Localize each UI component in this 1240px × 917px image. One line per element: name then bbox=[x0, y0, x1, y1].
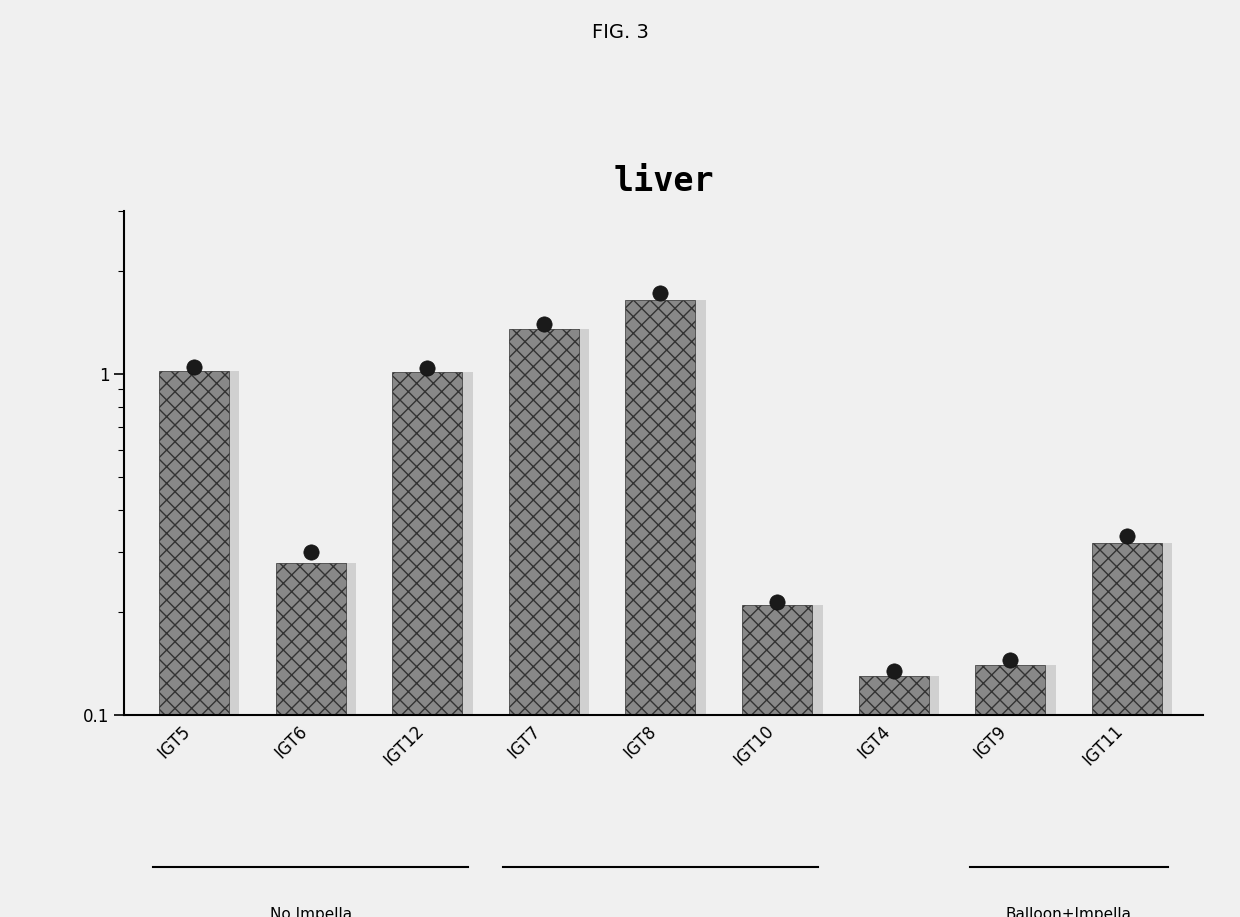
Bar bbox=[392, 372, 463, 917]
Bar bbox=[743, 605, 822, 917]
Bar bbox=[742, 605, 812, 917]
Bar bbox=[393, 372, 472, 917]
Bar bbox=[976, 666, 1045, 917]
Bar bbox=[510, 329, 589, 917]
Text: FIG. 3: FIG. 3 bbox=[591, 23, 649, 42]
Bar bbox=[1094, 543, 1173, 917]
Text: Balloon+Impella: Balloon+Impella bbox=[1006, 907, 1132, 917]
Title: liver: liver bbox=[613, 165, 714, 198]
Text: No Impella: No Impella bbox=[269, 907, 352, 917]
Bar bbox=[1092, 543, 1162, 917]
Bar bbox=[625, 300, 696, 917]
Bar bbox=[626, 300, 706, 917]
Bar bbox=[859, 677, 929, 917]
Bar bbox=[277, 563, 356, 917]
Bar bbox=[159, 370, 229, 917]
Bar bbox=[859, 677, 939, 917]
Bar bbox=[977, 666, 1055, 917]
Bar bbox=[508, 329, 579, 917]
Bar bbox=[275, 563, 346, 917]
Bar bbox=[160, 370, 239, 917]
